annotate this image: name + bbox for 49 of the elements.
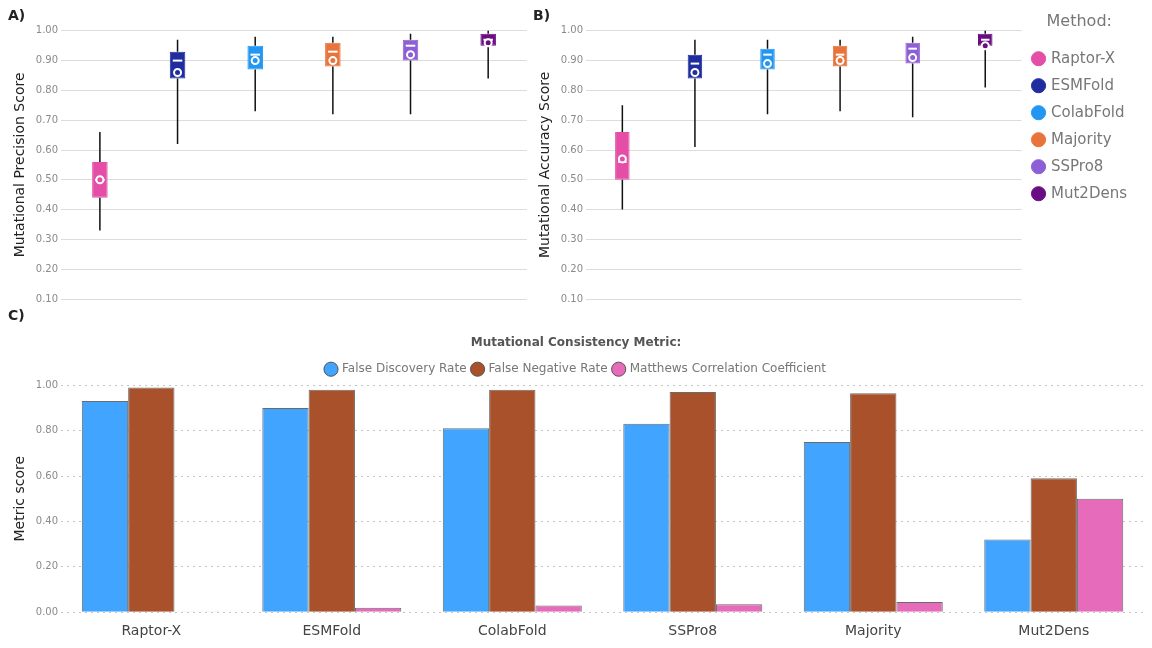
chart-title: A): [8, 7, 26, 24]
y-tick-label: 0.30: [35, 232, 59, 244]
y-tick-label: 0.40: [35, 514, 59, 526]
legend-label: ESMFold: [1051, 75, 1114, 94]
y-tick-label: 0.40: [35, 203, 59, 215]
y-axis-title: Metric score: [11, 455, 28, 542]
y-tick-label: 0.90: [35, 54, 59, 66]
y-tick-label: 0.30: [560, 232, 584, 244]
x-tick-label: Majority: [844, 622, 902, 639]
x-tick-label: SSPro8: [668, 622, 718, 639]
y-tick-label: 0.70: [560, 113, 584, 125]
y-tick-label: 0.90: [560, 54, 584, 66]
y-tick-label: 1.00: [560, 24, 584, 36]
legend-label: Raptor-X: [1051, 48, 1116, 67]
y-tick-label: 0.80: [35, 424, 59, 436]
y-tick-label: 0.50: [560, 173, 584, 185]
legend-label: Mut2Dens: [1051, 183, 1128, 202]
legend-label: False Discovery Rate: [342, 361, 467, 376]
y-tick-label: 0.70: [35, 113, 59, 125]
y-tick-label: 0.50: [35, 173, 59, 185]
y-tick-label: 0.10: [35, 292, 59, 304]
y-tick-label: 1.00: [35, 24, 59, 36]
y-tick-label: 0.00: [35, 605, 59, 617]
chart-title: C): [8, 307, 25, 324]
y-tick-label: 0.40: [560, 203, 584, 215]
x-tick-label: ESMFold: [302, 622, 362, 639]
y-axis-title: Mutational Precision Score: [11, 72, 28, 258]
y-tick-label: 0.20: [560, 262, 584, 274]
y-tick-label: 0.20: [35, 262, 59, 274]
y-tick-label: 0.60: [35, 469, 59, 481]
legend-label: ColabFold: [1051, 102, 1125, 121]
legend-label: SSPro8: [1051, 156, 1104, 175]
y-tick-label: 1.00: [35, 378, 59, 390]
legend-label: Majority: [1051, 129, 1112, 148]
chart-title: B): [533, 7, 551, 24]
y-axis-title: Mutational Accuracy Score: [536, 71, 553, 259]
legend-title: Method:: [1046, 11, 1112, 31]
y-tick-label: 0.60: [35, 143, 59, 155]
x-tick-label: Raptor-X: [121, 622, 182, 639]
legend-title: Mutational Consistency Metric:: [470, 334, 682, 349]
y-tick-label: 0.20: [35, 560, 59, 572]
y-tick-label: 0.60: [560, 143, 584, 155]
y-tick-label: 0.80: [35, 83, 59, 95]
x-tick-label: ColabFold: [477, 622, 547, 639]
y-tick-label: 0.10: [560, 292, 584, 304]
y-tick-label: 0.80: [560, 83, 584, 95]
legend-label: False Negative Rate: [488, 361, 608, 376]
x-tick-label: Mut2Dens: [1018, 622, 1090, 639]
legend-label: Matthews Correlation Coefficient: [629, 361, 827, 376]
